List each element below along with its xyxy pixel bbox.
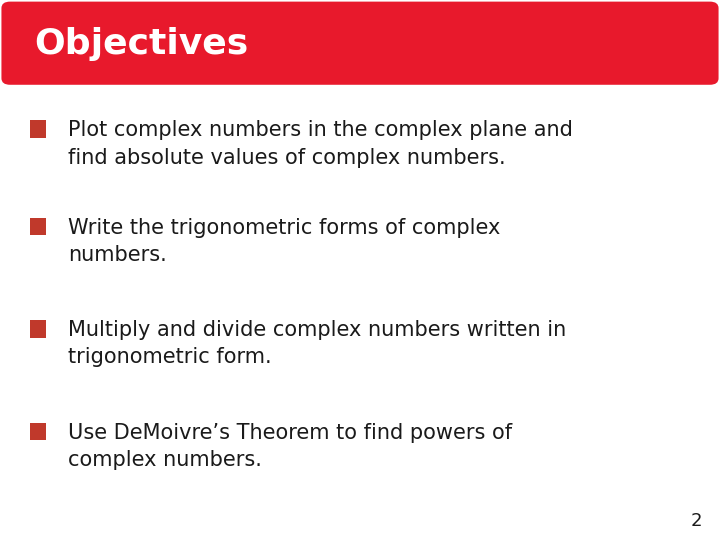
- Text: Plot complex numbers in the complex plane and
find absolute values of complex nu: Plot complex numbers in the complex plan…: [68, 120, 573, 167]
- FancyBboxPatch shape: [30, 218, 46, 235]
- FancyBboxPatch shape: [1, 2, 719, 85]
- Text: Write the trigonometric forms of complex
numbers.: Write the trigonometric forms of complex…: [68, 218, 501, 265]
- FancyBboxPatch shape: [30, 423, 46, 440]
- Text: Objectives: Objectives: [35, 27, 249, 60]
- Text: Use DeMoivre’s Theorem to find powers of
complex numbers.: Use DeMoivre’s Theorem to find powers of…: [68, 423, 513, 470]
- Text: Multiply and divide complex numbers written in
trigonometric form.: Multiply and divide complex numbers writ…: [68, 320, 567, 367]
- FancyBboxPatch shape: [30, 320, 46, 338]
- FancyBboxPatch shape: [30, 120, 46, 138]
- Text: 2: 2: [690, 512, 702, 530]
